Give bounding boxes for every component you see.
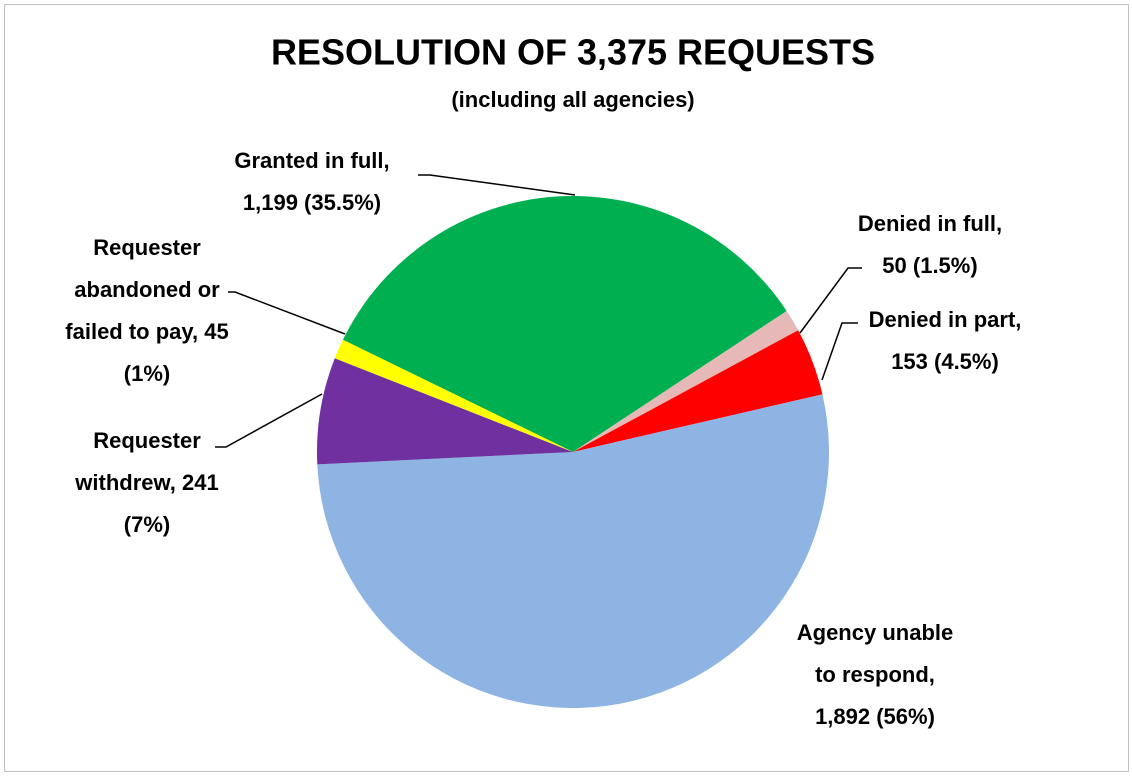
pie-slice: [573, 330, 823, 452]
leader-line: [228, 291, 346, 335]
pie: [317, 195, 829, 708]
leader-line: [821, 322, 858, 381]
pie-slice: [317, 358, 573, 465]
pie-slice: [342, 195, 787, 452]
data-label: Denied in full, 50 (1.5%): [858, 211, 1002, 278]
data-label: Granted in full, 1,199 (35.5%): [234, 148, 389, 215]
leader-line: [418, 174, 576, 196]
leader-lines: [215, 174, 862, 448]
leader-line: [215, 393, 323, 448]
data-label: Requester withdrew, 241 (7%): [74, 428, 218, 537]
pie-slice: [334, 339, 573, 452]
pie-slice: [573, 310, 799, 452]
data-label: Denied in part, 153 (4.5%): [869, 307, 1022, 374]
chart-subtitle: (including all agencies): [451, 87, 694, 112]
chart-title: RESOLUTION OF 3,375 REQUESTS: [271, 32, 875, 73]
pie-slice: [317, 394, 829, 708]
data-label: Agency unable to respond, 1,892 (56%): [797, 620, 953, 729]
data-label: Requester abandoned or failed to pay, 45 (1…: [65, 235, 228, 386]
leader-line: [799, 267, 862, 334]
